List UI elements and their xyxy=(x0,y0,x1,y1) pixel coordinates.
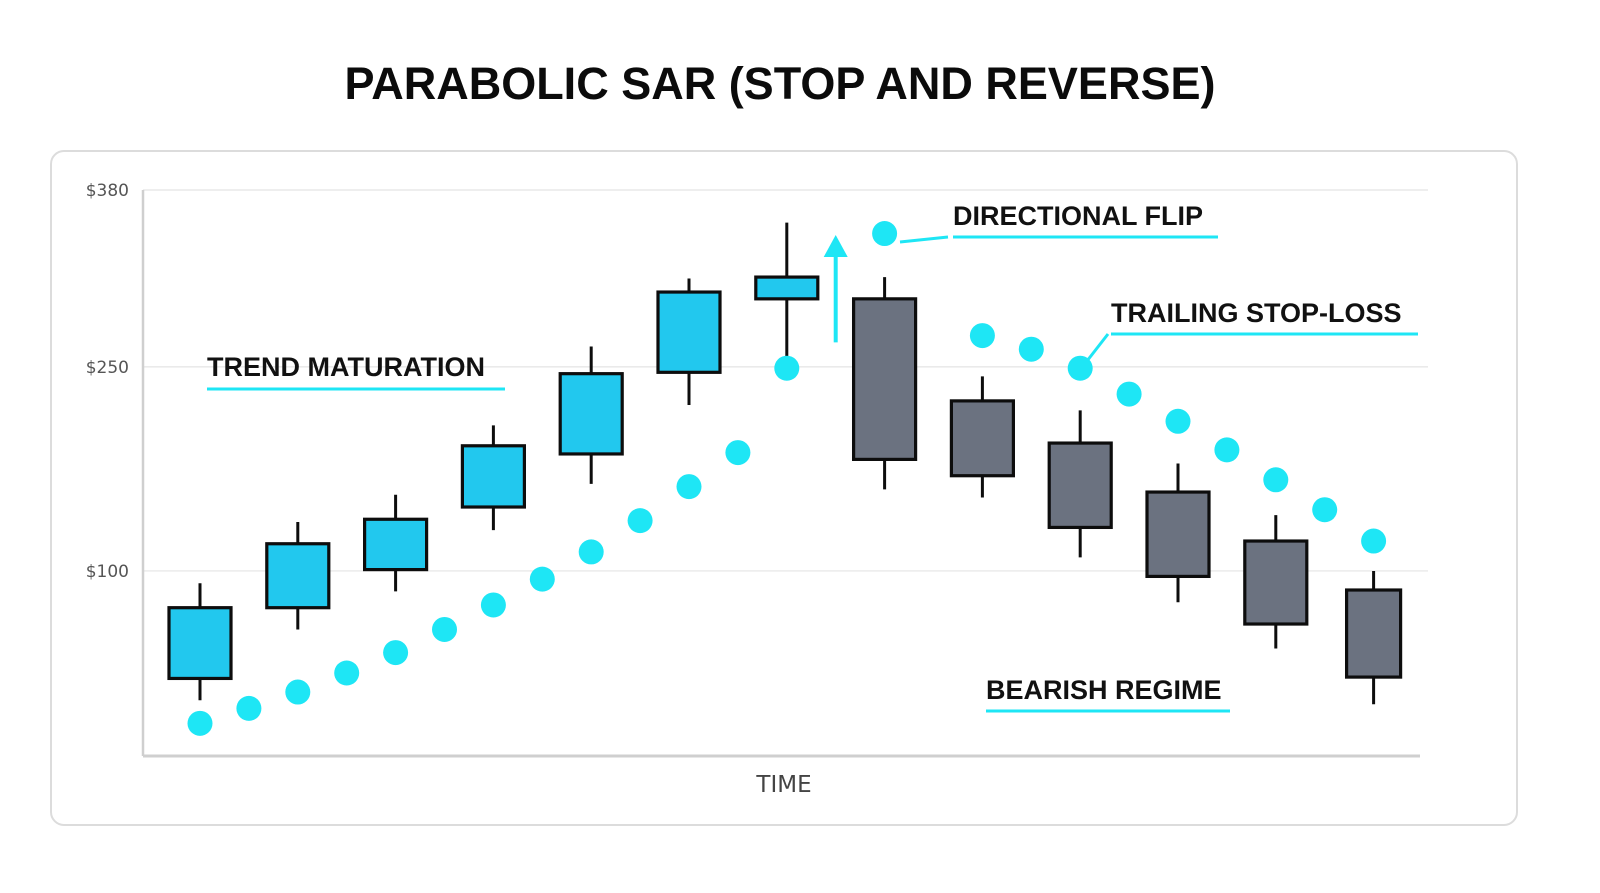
y-tick-label: $250 xyxy=(86,358,129,378)
sar-dots xyxy=(187,221,1387,736)
candle xyxy=(363,494,429,592)
candle xyxy=(460,425,526,531)
candle-body xyxy=(1047,441,1113,530)
annotation-label: TRAILING STOP-LOSS xyxy=(1111,298,1402,328)
annotation: TRAILING STOP-LOSS xyxy=(1085,298,1418,362)
annotation-label: BEARISH REGIME xyxy=(986,675,1222,705)
candle-body xyxy=(460,444,526,509)
sar-dot xyxy=(334,660,360,686)
candle-body xyxy=(949,399,1016,478)
candle xyxy=(558,346,624,484)
sar-dot xyxy=(578,539,604,565)
candle xyxy=(1047,410,1113,558)
candle xyxy=(265,521,331,630)
sar-dot xyxy=(383,640,409,666)
candle-body xyxy=(851,297,918,461)
sar-dot xyxy=(187,710,213,736)
annotation: DIRECTIONAL FLIP xyxy=(899,201,1218,244)
sar-dot xyxy=(725,440,751,466)
annotation: BEARISH REGIME xyxy=(986,675,1230,713)
candle xyxy=(754,222,820,363)
sar-dot xyxy=(1361,528,1387,554)
candle-body xyxy=(1344,588,1403,679)
candle-body xyxy=(167,606,233,681)
axes xyxy=(141,190,1420,758)
annotation-leader xyxy=(1085,333,1110,362)
candle xyxy=(1145,463,1211,603)
flip-arrow-head xyxy=(823,234,848,257)
annotation-label: TREND MATURATION xyxy=(207,352,485,382)
candle xyxy=(167,583,233,701)
candle-body xyxy=(1145,490,1211,579)
sar-dot xyxy=(1067,355,1093,381)
sar-dot xyxy=(1116,381,1142,407)
sar-dot xyxy=(285,679,311,705)
flip-arrow xyxy=(823,234,848,343)
candle xyxy=(1344,570,1403,705)
page-title: PARABOLIC SAR (STOP AND REVERSE) xyxy=(344,58,1216,109)
candle xyxy=(851,277,918,490)
sar-dot xyxy=(627,508,653,534)
sar-dot xyxy=(774,355,800,381)
candle-body xyxy=(1243,539,1309,626)
y-tick-labels: $100 $250 $380 xyxy=(86,181,129,582)
candle-body xyxy=(558,372,624,456)
sar-dot xyxy=(1214,437,1240,463)
sar-dot xyxy=(432,616,457,642)
candle-body xyxy=(754,275,820,301)
candle xyxy=(1243,515,1309,649)
sar-dot xyxy=(480,592,506,618)
sar-dot xyxy=(969,323,995,349)
sar-dot xyxy=(1312,497,1338,523)
y-tick-label: $380 xyxy=(86,181,129,201)
sar-dot xyxy=(676,474,702,500)
sar-dot xyxy=(1018,336,1044,362)
sar-dot xyxy=(872,221,898,247)
candle xyxy=(656,278,722,405)
candle-body xyxy=(265,542,331,610)
candle-body xyxy=(363,517,429,572)
annotations: TREND MATURATION DIRECTIONAL FLIP TRAILING… xyxy=(207,201,1418,713)
sar-dot xyxy=(529,566,555,592)
sar-dot xyxy=(236,695,262,721)
candle-body xyxy=(656,290,722,374)
x-axis-label: TIME xyxy=(755,772,811,798)
sar-dot xyxy=(1165,408,1191,434)
sar-dot xyxy=(1263,467,1289,493)
candles xyxy=(167,222,1403,705)
annotation-leader xyxy=(899,235,949,244)
annotation: TREND MATURATION xyxy=(207,352,505,391)
y-tick-label: $100 xyxy=(86,562,129,582)
candle xyxy=(949,376,1016,498)
annotation-label: DIRECTIONAL FLIP xyxy=(953,201,1203,231)
